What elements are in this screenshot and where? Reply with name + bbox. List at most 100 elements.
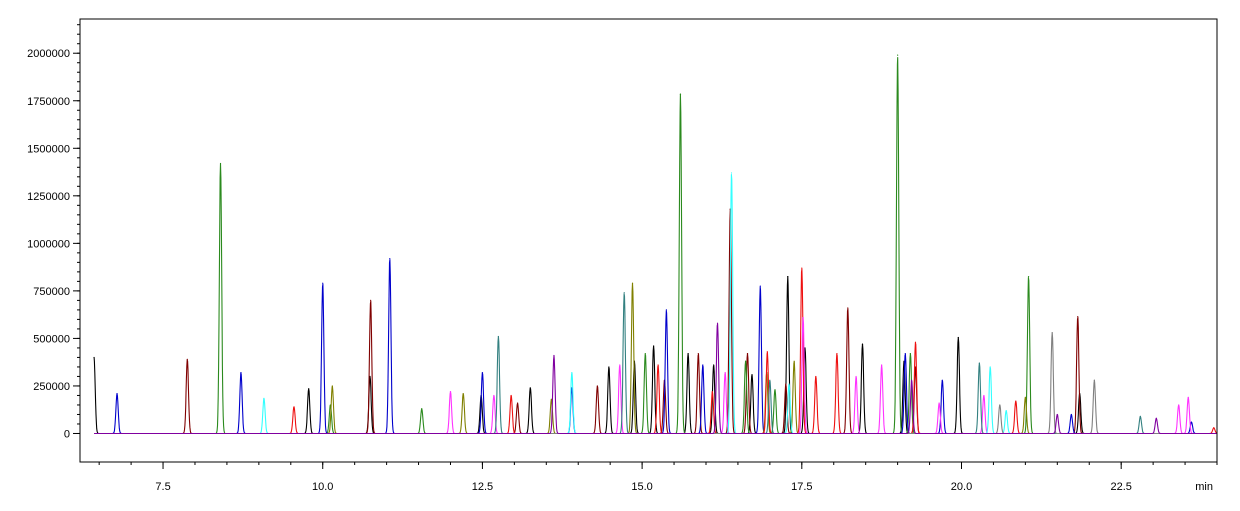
peak-mark xyxy=(774,389,776,391)
peak-mark xyxy=(713,364,715,366)
peak-mark xyxy=(983,394,985,397)
peak-mark xyxy=(449,391,452,393)
peak-mark xyxy=(481,372,484,374)
peak-mark xyxy=(331,385,333,387)
peak-mark xyxy=(957,336,959,339)
peak-mark xyxy=(623,292,625,294)
peak-mark xyxy=(1005,410,1007,412)
peak-mark xyxy=(497,335,499,338)
peak-mark xyxy=(914,366,917,368)
peak-mark xyxy=(769,379,771,381)
peak-mark xyxy=(788,383,790,385)
chromatogram-trace xyxy=(93,56,1218,435)
peak-mark xyxy=(1155,417,1157,419)
chromatogram-traces xyxy=(93,54,1218,435)
peak-mark xyxy=(186,358,188,360)
y-tick-label: 2000000 xyxy=(27,48,70,60)
peak-mark xyxy=(1070,413,1072,416)
peak-mark xyxy=(847,307,849,309)
plot-frame xyxy=(79,18,1218,463)
x-axis-label: min xyxy=(1195,481,1213,493)
y-tick-label: 500000 xyxy=(33,333,70,345)
y-tick-label: 1250000 xyxy=(27,191,70,203)
x-tick-label: 10.0 xyxy=(312,481,333,493)
peak-mark xyxy=(804,347,806,349)
peak-mark xyxy=(802,316,804,319)
peak-mark xyxy=(1187,396,1189,398)
y-tick-label: 250000 xyxy=(33,381,70,393)
peak-mark xyxy=(510,394,512,397)
y-tick-label: 0 xyxy=(64,428,70,440)
peak-mark xyxy=(631,282,634,284)
peak-mark xyxy=(836,353,838,355)
peak-mark xyxy=(493,394,495,397)
peak-mark xyxy=(1056,413,1058,416)
peak-mark xyxy=(801,267,803,269)
peak-mark xyxy=(941,379,943,381)
chromatogram-trace xyxy=(93,323,1218,435)
peak-mark xyxy=(914,341,917,343)
peak-mark xyxy=(665,309,667,311)
peak-mark xyxy=(653,345,655,347)
peak-mark xyxy=(904,353,906,355)
peak-mark xyxy=(1139,415,1141,417)
peak-mark xyxy=(1027,276,1030,278)
peak-mark xyxy=(516,402,519,404)
peak-mark xyxy=(657,364,659,366)
peak-mark xyxy=(909,353,911,355)
peak-mark xyxy=(1077,315,1079,318)
peak-mark xyxy=(462,392,464,395)
y-tick-label: 1000000 xyxy=(27,238,70,250)
x-tick-label: 20.0 xyxy=(951,481,972,493)
peak-mark xyxy=(730,172,733,174)
peak-mark xyxy=(370,299,372,301)
y-tick-label: 1500000 xyxy=(27,143,70,155)
peak-mark xyxy=(619,364,621,366)
peak-mark xyxy=(308,388,310,390)
peak-mark xyxy=(938,402,940,404)
peak-mark xyxy=(322,282,324,284)
x-tick-label: 7.5 xyxy=(155,481,170,493)
peak-mark xyxy=(116,392,118,395)
peak-mark xyxy=(389,257,391,260)
peak-mark xyxy=(1015,400,1017,402)
peak-mark xyxy=(793,360,795,362)
peak-mark xyxy=(759,285,761,287)
peak-mark xyxy=(716,322,719,324)
y-tick-label: 750000 xyxy=(33,286,70,298)
y-tick-label: 1750000 xyxy=(27,96,70,108)
peak-mark xyxy=(999,404,1001,406)
peak-mark xyxy=(855,375,857,378)
peak-mark xyxy=(861,343,864,345)
peak-mark xyxy=(766,351,768,353)
peak-mark xyxy=(744,360,747,362)
peak-mark xyxy=(711,391,713,393)
peak-mark xyxy=(1051,332,1053,334)
peak-mark xyxy=(219,162,222,165)
peak-mark xyxy=(702,364,704,366)
peak-mark xyxy=(550,398,553,400)
peak-mark xyxy=(687,353,689,355)
peak-mark xyxy=(989,366,991,368)
chart-axes: 0 250000 500000 750000 1000000 1250000 1500000… xyxy=(27,18,1218,493)
peak-mark xyxy=(596,385,598,387)
peak-mark xyxy=(553,354,555,357)
peak-mark xyxy=(608,366,610,368)
peak-mark xyxy=(815,375,817,378)
peak-mark xyxy=(1190,421,1193,423)
peak-mark xyxy=(240,372,242,374)
peak-mark xyxy=(978,362,980,364)
peak-mark xyxy=(293,406,295,408)
x-tick-label: 15.0 xyxy=(631,481,652,493)
peak-mark xyxy=(746,353,749,355)
peak-mark xyxy=(369,375,371,378)
peak-mark xyxy=(785,383,787,385)
peak-mark xyxy=(1093,379,1095,381)
peak-mark xyxy=(911,379,913,381)
peak-mark xyxy=(1213,427,1215,429)
peak-mark xyxy=(697,353,699,355)
peak-mark xyxy=(881,364,883,366)
peak-mark xyxy=(263,397,265,399)
